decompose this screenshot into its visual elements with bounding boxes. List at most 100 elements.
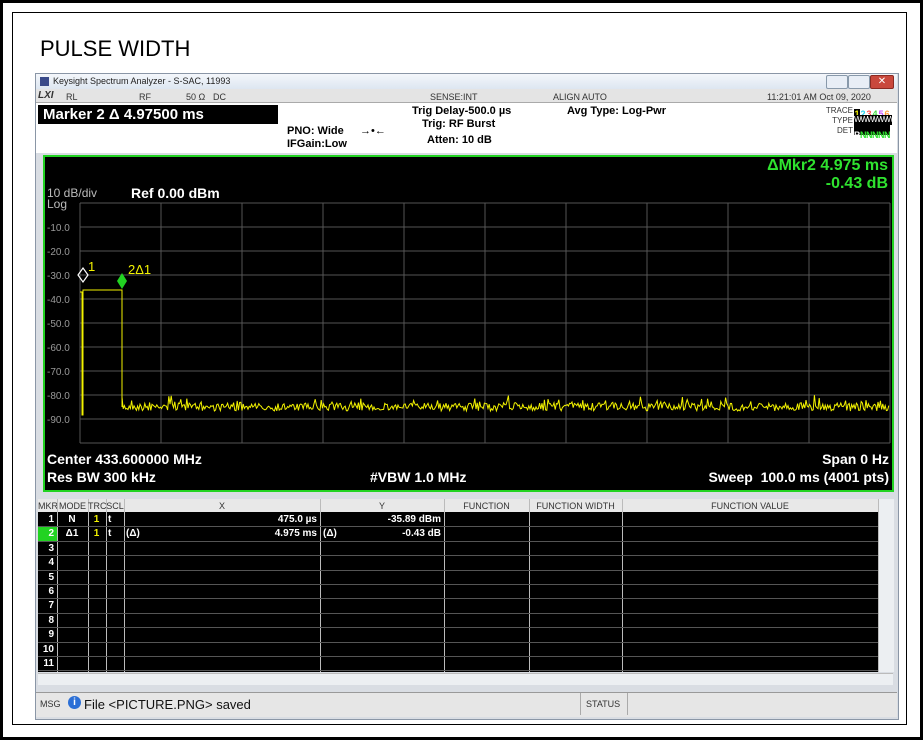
scale-type: Log [47, 197, 68, 211]
table-header: SCL [106, 501, 124, 511]
msg-label: MSG [40, 699, 61, 709]
table-cell: 6 [48, 586, 54, 597]
row-divider [38, 555, 878, 557]
trace-number: 5 [878, 109, 884, 119]
table-cell: -35.89 dBm [387, 514, 441, 525]
marker-2 [117, 273, 127, 289]
row-divider [38, 526, 878, 528]
logo: LXI [38, 90, 54, 101]
table-cell: -0.43 dB [402, 528, 441, 540]
marker-1 [77, 266, 89, 284]
column-divider [106, 499, 107, 672]
y-axis-label: -10.0 [47, 223, 70, 234]
vertical-scrollbar[interactable] [878, 499, 894, 672]
ref-level: Ref 0.00 dBm [131, 185, 220, 201]
column-divider [529, 499, 530, 672]
close-button[interactable]: ✕ [870, 75, 894, 89]
column-divider [124, 499, 125, 672]
trace-number: 6 [884, 109, 890, 119]
delta-marker: ΔMkr2 4.975 ms [767, 157, 888, 174]
trace-number: 3 [866, 109, 872, 119]
y-axis-label: -20.0 [47, 247, 70, 258]
table-cell: Δ1 [65, 528, 79, 540]
y-axis-label: -50.0 [47, 319, 70, 330]
trace-number: 1 [854, 109, 860, 119]
app-icon [40, 77, 49, 86]
type-label: TYPE [832, 116, 853, 125]
table-cell: 2 [48, 528, 54, 540]
table-cell: 9 [48, 629, 54, 641]
row-divider [38, 656, 878, 657]
y-axis-label: -60.0 [47, 343, 70, 354]
datetime: 11:21:01 AM Oct 09, 2020 [767, 92, 871, 102]
row-divider [38, 641, 878, 643]
y-axis-label: -90.0 [47, 415, 70, 426]
table-cell: t [108, 514, 112, 525]
impedance: 50 Ω [186, 92, 206, 102]
status-bar [36, 692, 897, 717]
y-axis-label: -40.0 [47, 295, 70, 306]
status-label: STATUS [586, 699, 621, 709]
y-axis-label: -70.0 [47, 367, 70, 378]
span: Span 0 Hz [822, 451, 889, 467]
table-header: MKR [38, 501, 58, 511]
table-cell: 11 [43, 658, 54, 669]
coupling: DC [213, 92, 226, 102]
det-value: N [866, 130, 873, 140]
inner-frame [12, 12, 907, 725]
sweep: Sweep 100.0 ms (4001 pts) [708, 469, 889, 485]
table-cell: 1 [48, 514, 54, 525]
avg-type: Avg Type: Log-Pwr [567, 105, 666, 117]
row-divider [38, 612, 878, 614]
table-cell: (Δ) [323, 528, 337, 540]
status-row [36, 89, 897, 103]
row-divider [38, 540, 878, 542]
row-divider [38, 670, 878, 672]
marker-readout: Marker 2 Δ 4.97500 ms [43, 106, 204, 123]
horizontal-scrollbar[interactable] [38, 673, 893, 685]
ifgain: IFGain:Low [287, 138, 347, 150]
trace [80, 289, 890, 416]
rf: RF [139, 92, 151, 102]
table-cell: 5 [48, 571, 54, 583]
det-value: N [878, 130, 885, 140]
minimize-button[interactable] [826, 75, 848, 89]
det-value: P [854, 130, 861, 140]
column-divider [57, 499, 58, 672]
table-cell: 7 [48, 600, 54, 612]
res-bw: Res BW 300 kHz [47, 469, 156, 485]
center: Center 433.600000 MHz [47, 451, 202, 467]
status-message: File <PICTURE.PNG> saved [84, 697, 251, 712]
sense: SENSE:INT [430, 92, 478, 102]
title-bar [36, 74, 897, 89]
table-header-bg [38, 499, 878, 512]
column-divider [444, 499, 445, 672]
table-cell: 1 [93, 514, 100, 525]
trace-number: 4 [872, 109, 878, 119]
det-values: PNNNNN [854, 125, 891, 140]
table-cell: t [108, 528, 112, 540]
rl: RL [66, 92, 78, 102]
delta-value: -0.43 dB [825, 175, 888, 192]
status-cell [580, 693, 628, 715]
row-divider [38, 627, 878, 629]
y-axis-label: -80.0 [47, 391, 70, 402]
marker-table: MKR MODE TRC SCL X Y FUNCTION FUNCTION WIDTH FUN… [38, 499, 879, 672]
table-cell: 4 [48, 557, 54, 569]
row-divider [38, 569, 878, 571]
trace-number: 2 [860, 109, 866, 119]
info-icon: i [68, 696, 81, 709]
table-header: FUNCTION WIDTH [536, 501, 615, 511]
table-cell: 4.975 ms [274, 528, 317, 540]
selected-marker-bg [38, 527, 57, 541]
maximize-button[interactable] [848, 75, 870, 89]
input-arrow: →•← [360, 125, 386, 137]
atten: Atten: 10 dB [427, 134, 492, 146]
det-value: N [872, 130, 879, 140]
det-label: DET [837, 126, 853, 135]
table-cell: 475.0 µs [277, 514, 317, 525]
table-cell: 8 [48, 614, 54, 626]
row-divider [38, 598, 878, 600]
page-title: PULSE WIDTH [40, 36, 191, 61]
